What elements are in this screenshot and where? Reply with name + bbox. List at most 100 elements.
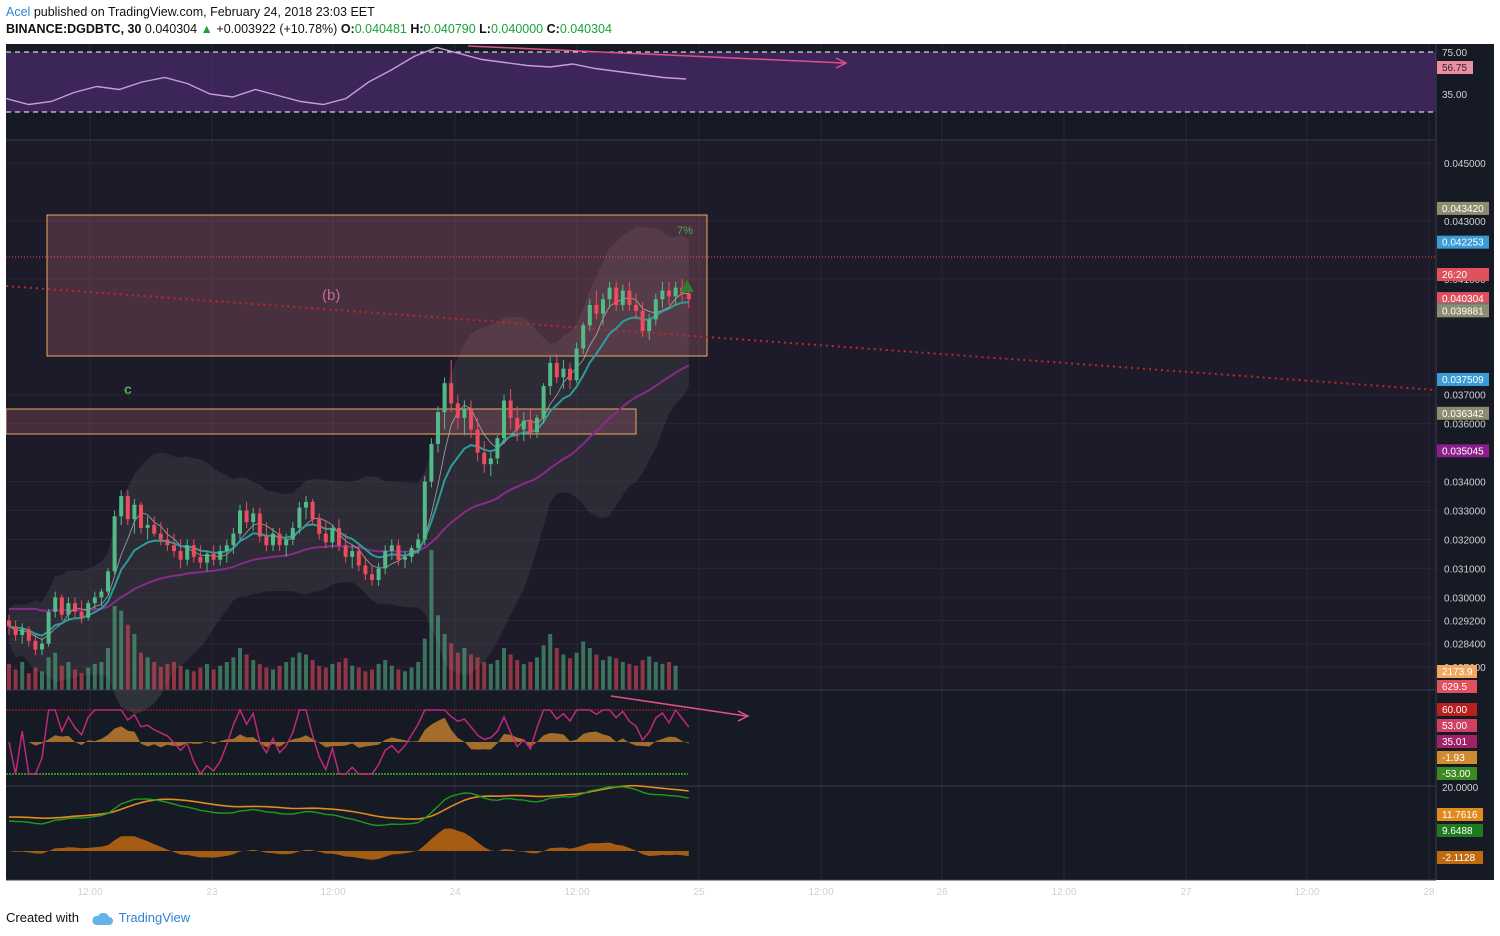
volume-bar bbox=[224, 662, 229, 690]
volume-bar bbox=[436, 615, 440, 690]
candle bbox=[620, 284, 625, 311]
price-tick: 0.032000 bbox=[1444, 535, 1486, 546]
author-link[interactable]: Acel bbox=[6, 5, 31, 19]
tradingview-cloud-icon bbox=[91, 912, 113, 925]
price-tick: 0.034000 bbox=[1444, 478, 1486, 489]
candle bbox=[119, 490, 124, 525]
publish-line: Acel published on TradingView.com, Febru… bbox=[6, 4, 612, 21]
volume-bar bbox=[158, 666, 163, 690]
macd-badge: -2.1128 bbox=[1437, 851, 1483, 864]
volume-bar bbox=[667, 662, 671, 690]
volume-bar bbox=[568, 658, 572, 690]
rsi-divergence-line bbox=[467, 45, 845, 64]
symbol-name[interactable]: BINANCE:DGDBTC bbox=[6, 22, 121, 36]
time-tick: 28 bbox=[1423, 887, 1435, 898]
svg-text:53.00: 53.00 bbox=[1442, 721, 1467, 732]
svg-text:-53.00: -53.00 bbox=[1442, 769, 1471, 780]
volume-bar bbox=[271, 669, 275, 690]
volume-bar bbox=[673, 665, 678, 690]
volume-bar bbox=[20, 662, 25, 690]
volume-bar bbox=[561, 654, 566, 690]
rsi-line bbox=[6, 46, 687, 106]
candle bbox=[587, 299, 592, 332]
volume-bar bbox=[13, 669, 18, 690]
candle bbox=[667, 281, 671, 305]
volume-bar bbox=[251, 660, 256, 690]
candle bbox=[238, 504, 242, 540]
volume-bar bbox=[152, 662, 157, 690]
volume-bar bbox=[356, 667, 361, 690]
close-value: 0.040304 bbox=[559, 22, 612, 36]
candle bbox=[343, 533, 348, 563]
candle bbox=[152, 516, 157, 537]
candle bbox=[231, 527, 236, 554]
volume-bar bbox=[594, 654, 599, 690]
candle bbox=[99, 588, 104, 607]
candle bbox=[528, 409, 533, 439]
tradingview-link[interactable]: TradingView bbox=[118, 910, 191, 925]
svg-text:-2.1128: -2.1128 bbox=[1442, 853, 1476, 864]
candle bbox=[172, 533, 176, 557]
price-tick: 0.036000 bbox=[1444, 420, 1486, 431]
volume-bar bbox=[607, 656, 612, 690]
volume-bar bbox=[521, 663, 526, 690]
candle bbox=[561, 360, 566, 389]
macd-panel bbox=[8, 784, 689, 860]
trendline[interactable] bbox=[6, 285, 1437, 391]
volume-bar bbox=[429, 550, 434, 690]
candle bbox=[541, 383, 546, 424]
candle bbox=[508, 388, 513, 430]
stoch-line bbox=[8, 708, 690, 776]
candle bbox=[264, 522, 269, 552]
volume-bar bbox=[488, 663, 493, 690]
candle bbox=[422, 475, 427, 546]
candle bbox=[594, 290, 599, 320]
time-tick: 24 bbox=[449, 887, 461, 898]
candle bbox=[442, 377, 447, 430]
price-tick: 0.030000 bbox=[1444, 593, 1486, 604]
svg-text:60.00: 60.00 bbox=[1442, 705, 1467, 716]
candle bbox=[521, 412, 526, 442]
candle bbox=[640, 302, 645, 337]
volume-bar bbox=[112, 606, 117, 690]
svg-text:-1.93: -1.93 bbox=[1442, 753, 1465, 764]
candle bbox=[449, 360, 454, 413]
rsi-divergence-arrow-icon bbox=[835, 57, 848, 69]
open-value: 0.040481 bbox=[354, 22, 407, 36]
macd-line bbox=[8, 786, 689, 827]
candle bbox=[244, 501, 249, 528]
candle bbox=[277, 527, 282, 552]
svg-text:0.042253: 0.042253 bbox=[1442, 238, 1484, 249]
candle bbox=[383, 545, 388, 575]
volume-bar bbox=[53, 652, 58, 690]
svg-text:0.040304: 0.040304 bbox=[1442, 294, 1484, 305]
volume-bar bbox=[442, 634, 447, 690]
volume-bar bbox=[370, 669, 374, 690]
svg-text:2173.9: 2173.9 bbox=[1442, 667, 1473, 678]
volume-bar bbox=[125, 624, 130, 690]
candle bbox=[271, 527, 275, 552]
volume-bar bbox=[178, 665, 183, 690]
volume-bar bbox=[422, 638, 427, 690]
price-chart[interactable]: (b) c 7% 75.00 35.00 0.045000 0.043000 0.0… bbox=[6, 44, 1494, 906]
zone-c-box[interactable] bbox=[6, 408, 637, 435]
volume-bar bbox=[627, 663, 632, 690]
candle bbox=[350, 545, 355, 569]
stoch-badge: -53.00 bbox=[1437, 767, 1477, 780]
volume-bar bbox=[634, 665, 638, 690]
price-badge: 0.036342 bbox=[1437, 406, 1489, 420]
volume-bar bbox=[231, 657, 236, 690]
rsi-band bbox=[6, 52, 1436, 112]
volume-bar bbox=[343, 658, 348, 690]
volume-bars bbox=[7, 550, 678, 690]
volume-bar bbox=[660, 663, 665, 690]
svg-text:26:20: 26:20 bbox=[1442, 270, 1467, 281]
candle bbox=[145, 516, 150, 540]
volume-bar bbox=[482, 662, 487, 690]
volume-badge: 2173.9 bbox=[1437, 665, 1477, 678]
candle bbox=[132, 498, 137, 534]
volume-bar bbox=[462, 648, 467, 690]
wave-b-label: (b) bbox=[322, 287, 340, 304]
price-badge: 26:20 bbox=[1437, 268, 1489, 281]
candle bbox=[205, 551, 209, 572]
